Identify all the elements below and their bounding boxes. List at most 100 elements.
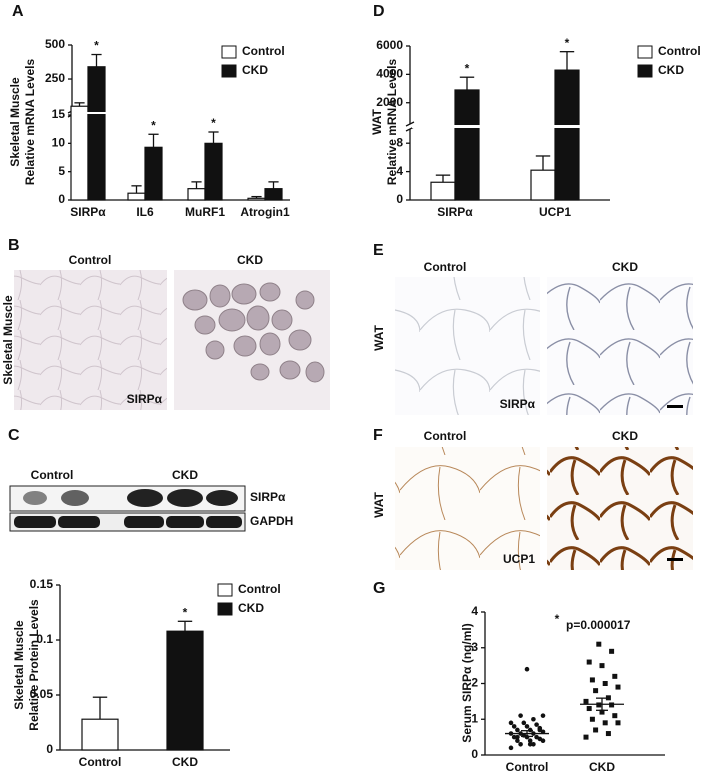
point: [518, 713, 523, 718]
legend-swatch: [217, 583, 233, 597]
point: [615, 684, 621, 690]
point: [589, 677, 595, 683]
y-tick-label: 0: [396, 192, 403, 206]
legend-label: Control: [238, 582, 281, 596]
legend-label: CKD: [242, 63, 268, 77]
y-tick-label: 0.05: [30, 687, 54, 701]
image-title: CKD: [612, 260, 638, 274]
point: [521, 720, 527, 726]
point: [615, 720, 621, 726]
y-axis-label: Relative Protein Levels: [27, 599, 41, 731]
y-tick-label: 500: [45, 37, 65, 51]
point: [508, 745, 514, 751]
y-tick-label: 0: [58, 192, 65, 206]
panel-label: F: [373, 427, 383, 444]
point: [531, 741, 536, 747]
point: [612, 673, 618, 679]
blot-group: Control: [31, 468, 74, 482]
point: [531, 716, 536, 722]
point: [537, 727, 543, 733]
significance-star: *: [151, 118, 156, 132]
y-tick-label: 4: [471, 604, 478, 618]
row-label: WAT: [372, 324, 386, 350]
scale-bar: [667, 405, 683, 408]
point: [527, 727, 533, 733]
point: [599, 663, 605, 669]
significance-star: *: [555, 612, 560, 626]
row-label: WAT: [372, 491, 386, 517]
legend-swatch: [637, 45, 653, 59]
point: [534, 722, 539, 727]
y-tick-label: 2000: [376, 95, 403, 109]
panel-label: A: [12, 3, 24, 20]
blot-bands: [14, 516, 242, 528]
point: [599, 709, 605, 715]
point: [593, 727, 599, 733]
axis-break-gap: [74, 112, 292, 114]
y-tick-label: 5: [58, 164, 65, 178]
y-tick-label: 10: [52, 136, 66, 150]
y-tick-label: 0: [46, 742, 53, 756]
x-tick-label: MuRF1: [185, 205, 225, 219]
y-axis-label: Relative mRNA Levels: [23, 59, 37, 186]
panel-label: E: [373, 242, 384, 259]
point: [511, 724, 517, 729]
point: [586, 706, 592, 712]
y-tick-label: 4: [396, 164, 403, 178]
x-tick-label: Atrogin1: [240, 205, 290, 219]
y-axis-label: Skeletal Muscle: [12, 620, 26, 710]
point: [508, 720, 514, 726]
bar: [70, 105, 89, 201]
panel-label: G: [373, 580, 385, 597]
micrograph: [395, 277, 540, 415]
significance-star: *: [211, 116, 216, 130]
x-tick-label: SIRPα: [437, 205, 473, 219]
bar: [187, 188, 206, 201]
blot-group: CKD: [172, 468, 198, 482]
y-tick-label: 15: [52, 107, 66, 121]
axis-break-gap: [412, 125, 612, 128]
bar: [166, 630, 204, 751]
stain-label: UCP1: [503, 552, 535, 566]
point: [527, 741, 533, 747]
point: [612, 713, 618, 719]
legend-label: Control: [242, 44, 285, 58]
blot-label: GAPDH: [250, 514, 293, 528]
bar: [264, 188, 283, 201]
bar: [144, 146, 163, 201]
panel-label: B: [8, 237, 20, 254]
legend-swatch: [221, 64, 237, 78]
blot-bands: [23, 489, 238, 507]
bar: [554, 69, 580, 201]
bar: [204, 142, 223, 201]
point: [593, 688, 599, 694]
bar: [81, 718, 119, 751]
x-tick-label: CKD: [172, 755, 198, 769]
legend-swatch: [221, 45, 237, 59]
micrograph: [395, 447, 540, 570]
point: [602, 720, 608, 726]
myofibers: [182, 282, 325, 383]
x-tick-label: IL6: [136, 205, 154, 219]
point: [518, 741, 523, 747]
point: [515, 738, 520, 743]
point: [605, 695, 611, 701]
x-tick-label: CKD: [589, 760, 615, 774]
blot-label: SIRPα: [250, 490, 286, 504]
point: [586, 659, 592, 665]
panel-label: D: [373, 3, 385, 20]
legend-swatch: [637, 64, 653, 78]
y-tick-label: 250: [45, 71, 65, 85]
x-tick-label: SIRPα: [70, 205, 106, 219]
y-tick-label: 1: [471, 711, 478, 725]
point: [596, 702, 602, 708]
image-title: CKD: [612, 429, 638, 443]
image-title: Control: [69, 253, 112, 267]
bar: [454, 89, 480, 201]
bar: [247, 197, 266, 201]
point: [534, 734, 539, 740]
point: [609, 702, 615, 708]
image-title: Control: [424, 260, 467, 274]
point: [583, 698, 589, 704]
